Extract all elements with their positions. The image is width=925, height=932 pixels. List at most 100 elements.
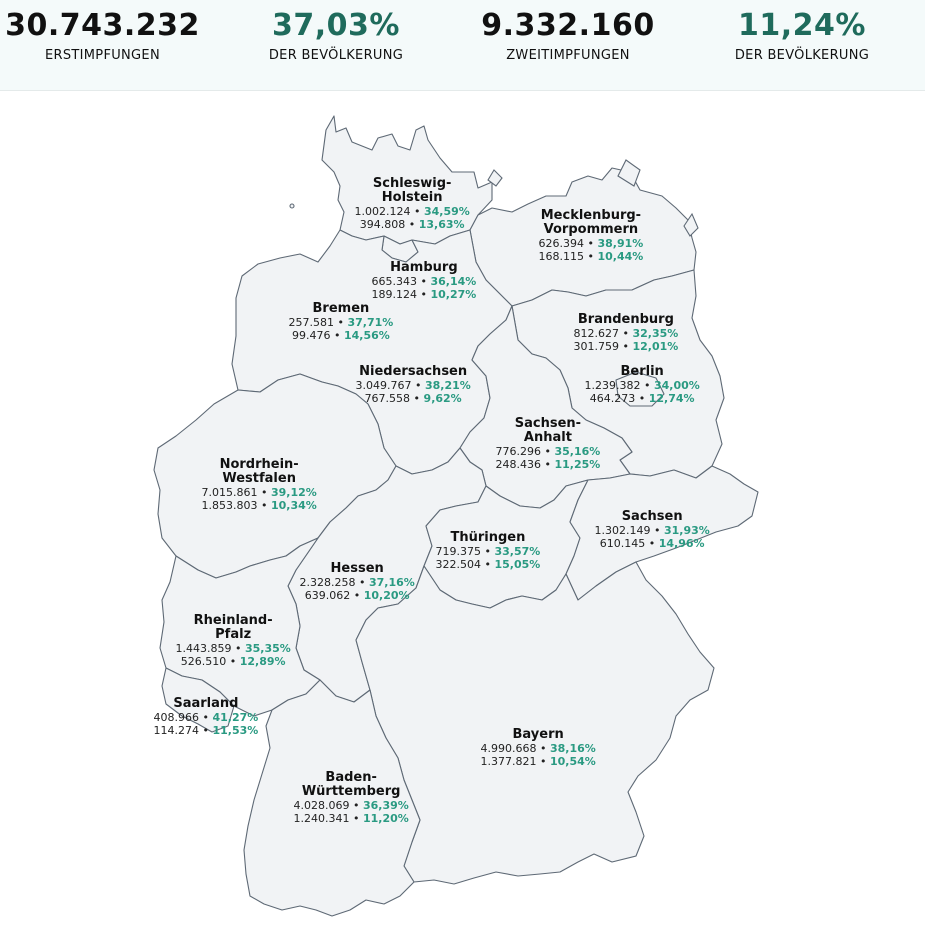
label-baden-wuerttemberg[interactable]: Baden- Württemberg 4.028.069 • 36,39% 1.… — [293, 771, 409, 826]
summary-stat-second-doses: 9.332.160 ZWEITIMPFUNGEN — [468, 8, 668, 63]
second-dose-row: 1.377.821 • 10,54% — [480, 755, 596, 768]
first-dose-percent: 34,00% — [653, 379, 700, 392]
island-fehmarn — [487, 169, 503, 187]
first-dose-row: 719.375 • 33,57% — [435, 545, 541, 558]
summary-stat-second-doses-percent: 11,24% DER BEVÖLKERUNG — [702, 8, 902, 63]
first-dose-count: 1.239.382 — [584, 379, 641, 392]
first-dose-row: 1.239.382 • 34,00% — [584, 379, 700, 392]
first-dose-count: 1.302.149 — [594, 524, 651, 537]
first-dose-percent: 32,35% — [632, 327, 679, 340]
second-dose-count: 1.377.821 — [480, 755, 537, 768]
first-dose-count: 812.627 — [573, 327, 620, 340]
first-dose-row: 1.443.859 • 35,35% — [175, 642, 291, 655]
second-dose-percent: 12,01% — [632, 340, 679, 353]
first-dose-row: 7.015.861 • 39,12% — [201, 486, 317, 499]
first-dose-count: 4.990.668 — [480, 742, 537, 755]
first-dose-count: 408.966 — [153, 711, 200, 724]
first-dose-percent: 31,93% — [663, 524, 710, 537]
second-dose-count: 99.476 — [292, 329, 331, 342]
label-hessen[interactable]: Hessen 2.328.258 • 37,16% 639.062 • 10,2… — [299, 561, 415, 603]
first-dose-count: 776.296 — [495, 445, 542, 458]
label-schleswig-holstein[interactable]: Schleswig- Holstein 1.002.124 • 34,59% 3… — [354, 177, 470, 232]
region-saarland[interactable] — [161, 667, 235, 733]
first-dose-count: 1.443.859 — [175, 642, 232, 655]
second-dose-count: 1.853.803 — [201, 499, 258, 512]
state-name-line2: Anhalt — [523, 430, 572, 445]
state-name: Mecklenburg- — [540, 208, 642, 223]
second-dose-row: 394.808 • 13,63% — [359, 218, 465, 231]
first-dose-count: 7.015.861 — [201, 486, 258, 499]
second-dose-count: 1.240.341 — [293, 812, 350, 825]
second-dose-row: 189.124 • 10,27% — [371, 288, 477, 301]
summary-stat-first-doses: 30.743.232 ERSTIMPFUNGEN — [0, 8, 205, 63]
label-bremen[interactable]: Bremen 257.581 • 37,71% 99.476 • 14,56% — [288, 302, 394, 343]
region-baden-wuerttemberg[interactable] — [243, 679, 421, 917]
second-dose-row: 99.476 • 14,56% — [292, 329, 390, 342]
state-name: Rheinland- — [193, 613, 273, 628]
second-dose-percent: 12,74% — [648, 392, 695, 405]
first-dose-row: 626.394 • 38,91% — [538, 237, 644, 250]
label-thueringen[interactable]: Thüringen 719.375 • 33,57% 322.504 • 15,… — [435, 531, 541, 572]
second-dose-percent: 11,20% — [362, 812, 409, 825]
first-dose-percent: 36,14% — [430, 275, 477, 288]
first-dose-row: 257.581 • 37,71% — [288, 316, 394, 329]
first-dose-percent: 33,57% — [494, 545, 541, 558]
first-dose-count: 257.581 — [288, 316, 335, 329]
first-dose-row: 1.002.124 • 34,59% — [354, 205, 470, 218]
label-mecklenburg-vorpommern[interactable]: Mecklenburg- Vorpommern 626.394 • 38,91%… — [538, 208, 644, 264]
second-dose-row: 526.510 • 12,89% — [180, 655, 286, 668]
state-name: Hessen — [330, 561, 384, 576]
first-dose-percent: 38,91% — [597, 237, 644, 250]
label-sachsen-anhalt[interactable]: Sachsen- Anhalt 776.296 • 35,16% 248.436… — [495, 417, 601, 472]
first-dose-row: 408.966 • 41,27% — [153, 711, 259, 724]
island-ruegen — [617, 159, 641, 187]
second-dose-count: 464.273 — [589, 392, 636, 405]
first-dose-count: 719.375 — [435, 545, 482, 558]
first-doses-value: 30.743.232 — [5, 8, 200, 43]
label-brandenburg[interactable]: Brandenburg 812.627 • 32,35% 301.759 • 1… — [573, 313, 679, 354]
state-name-line2: Pfalz — [215, 627, 252, 642]
second-doses-percent-value: 11,24% — [738, 8, 866, 43]
label-berlin[interactable]: Berlin 1.239.382 • 34,00% 464.273 • 12,7… — [584, 365, 700, 406]
label-niedersachsen[interactable]: Niedersachsen 3.049.767 • 38,21% 767.558… — [355, 364, 471, 406]
second-dose-percent: 10,44% — [597, 250, 644, 263]
second-dose-count: 168.115 — [538, 250, 585, 263]
label-rheinland-pfalz[interactable]: Rheinland- Pfalz 1.443.859 • 35,35% 526.… — [175, 613, 291, 669]
second-doses-percent-label: DER BEVÖLKERUNG — [734, 48, 870, 63]
state-name-line2: Vorpommern — [543, 222, 639, 237]
summary-bar: 30.743.232 ERSTIMPFUNGEN 37,03% DER BEVÖ… — [0, 0, 925, 91]
state-name: Niedersachsen — [359, 364, 468, 379]
state-name-line2: Westfalen — [222, 471, 296, 486]
second-dose-percent: 13,63% — [418, 218, 465, 231]
second-dose-count: 189.124 — [371, 288, 418, 301]
region-berlin[interactable] — [615, 371, 665, 407]
label-sachsen[interactable]: Sachsen 1.302.149 • 31,93% 610.145 • 14,… — [594, 509, 710, 551]
state-name: Sachsen — [621, 509, 683, 524]
state-name-line2: Württemberg — [301, 784, 401, 799]
region-sachsen[interactable] — [565, 465, 759, 601]
second-dose-row: 1.240.341 • 11,20% — [293, 812, 409, 825]
first-dose-percent: 36,39% — [362, 799, 409, 812]
region-rheinland-pfalz[interactable] — [159, 537, 321, 717]
label-hamburg[interactable]: Hamburg 665.343 • 36,14% 189.124 • 10,27… — [371, 260, 477, 302]
summary-stat-first-doses-percent: 37,03% DER BEVÖLKERUNG — [236, 8, 436, 63]
label-saarland[interactable]: Saarland 408.966 • 41,27% 114.274 • 11,5… — [153, 696, 259, 738]
first-dose-count: 3.049.767 — [355, 379, 412, 392]
first-dose-percent: 34,59% — [423, 205, 470, 218]
second-dose-row: 168.115 • 10,44% — [538, 250, 644, 263]
label-bayern[interactable]: Bayern 4.990.668 • 38,16% 1.377.821 • 10… — [480, 728, 596, 769]
state-name: Saarland — [173, 696, 239, 711]
second-doses-label: ZWEITIMPFUNGEN — [506, 48, 630, 63]
first-dose-row: 1.302.149 • 31,93% — [594, 524, 710, 537]
second-dose-percent: 14,96% — [658, 537, 705, 550]
second-dose-percent: 10,27% — [430, 288, 477, 301]
state-name: Hamburg — [390, 260, 458, 275]
first-dose-row: 2.328.258 • 37,16% — [299, 576, 415, 589]
first-dose-row: 4.990.668 • 38,16% — [480, 742, 596, 755]
second-dose-count: 322.504 — [435, 558, 482, 571]
state-name-line2: Holstein — [381, 190, 443, 205]
first-doses-label: ERSTIMPFUNGEN — [45, 48, 160, 63]
second-dose-count: 610.145 — [599, 537, 646, 550]
second-dose-row: 248.436 • 11,25% — [495, 458, 601, 471]
label-nordrhein-westfalen[interactable]: Nordrhein- Westfalen 7.015.861 • 39,12% … — [201, 458, 317, 513]
